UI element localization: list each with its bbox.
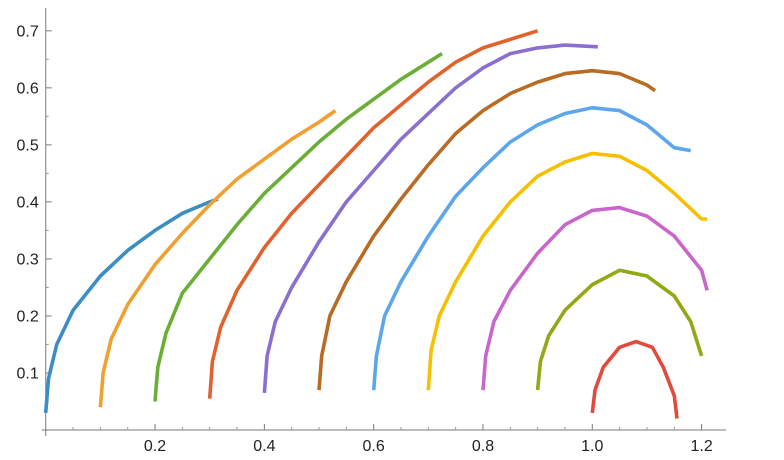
- series-line-2: [98, 109, 337, 408]
- x-tick-label: 1.0: [581, 438, 603, 455]
- x-tick-label: 0.8: [472, 438, 494, 455]
- series-group: [43, 29, 709, 419]
- y-tick-label: 0.7: [16, 23, 38, 40]
- y-tick-label: 0.6: [16, 80, 38, 97]
- series-line-4: [207, 29, 539, 399]
- x-tick-label: 0.2: [144, 438, 166, 455]
- series-line-7: [371, 106, 692, 391]
- axes: 0.2 0.4 0.6 0.8 1.0 1.2 0.1 0.2 0.3 0.4 0.5 0.6 0.7: [16, 8, 726, 455]
- y-tick-label: 0.2: [16, 308, 38, 325]
- series-line-9: [481, 205, 709, 391]
- x-tick-label: 1.2: [690, 438, 712, 455]
- y-tick-label: 0.3: [16, 251, 38, 268]
- series-line-8: [426, 151, 708, 391]
- series-line-1: [43, 197, 219, 414]
- y-tick-label: 0.1: [16, 365, 38, 382]
- series-line-5: [262, 43, 598, 394]
- x-tick-label: 0.6: [363, 438, 385, 455]
- x-tick-label: 0.4: [253, 438, 275, 455]
- y-tick-label: 0.5: [16, 137, 38, 154]
- series-line-6: [317, 68, 657, 391]
- series-line-10: [535, 268, 704, 391]
- series-line-11: [590, 339, 679, 419]
- y-tick-label: 0.4: [16, 194, 38, 211]
- series-line-3: [153, 52, 443, 402]
